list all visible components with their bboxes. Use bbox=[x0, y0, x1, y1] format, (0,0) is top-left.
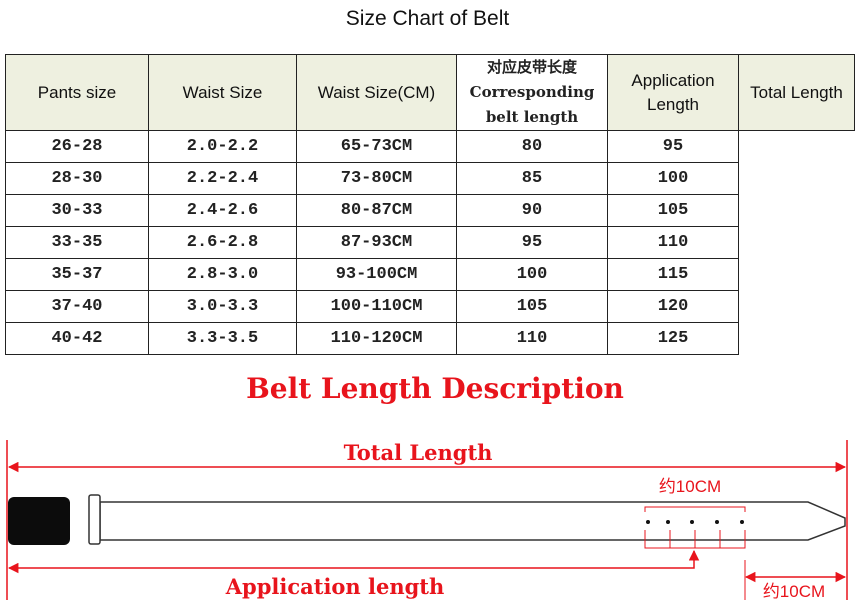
application-length-arrow bbox=[7, 549, 700, 574]
cell-total-length: 110 bbox=[607, 226, 739, 259]
note-en-2: belt length bbox=[485, 108, 579, 126]
application-length-label: Application length bbox=[225, 574, 445, 599]
cell-application-length: 90 bbox=[456, 194, 608, 227]
cell-application-length: 85 bbox=[456, 162, 608, 195]
cell-waist-size-cm: 65-73CM bbox=[296, 130, 457, 163]
cell-waist-size: 3.0-3.3 bbox=[148, 290, 297, 323]
table-row: 40-42 3.3-3.5 110-120CM 110 125 bbox=[5, 322, 855, 355]
belt-length-diagram: Belt Length Description Total Length 约10… bbox=[6, 372, 848, 601]
tip-length-label: 约10CM bbox=[763, 582, 825, 601]
header-application-length: Application Length bbox=[607, 54, 739, 131]
holes-bracket-top bbox=[644, 506, 746, 512]
cell-waist-size: 2.6-2.8 bbox=[148, 226, 297, 259]
cell-waist-size: 2.8-3.0 bbox=[148, 258, 297, 291]
size-chart-table: Pants size Waist Size Waist Size(CM) 对应皮… bbox=[5, 54, 855, 355]
cell-pants-size: 35-37 bbox=[5, 258, 149, 291]
cell-total-length: 100 bbox=[607, 162, 739, 195]
cell-application-length: 80 bbox=[456, 130, 608, 163]
holes-length-label: 约10CM bbox=[659, 477, 721, 496]
table-row: 35-37 2.8-3.0 93-100CM 100 115 bbox=[5, 258, 855, 291]
table-row: 26-28 2.0-2.2 65-73CM 80 95 bbox=[5, 130, 855, 163]
cell-pants-size: 37-40 bbox=[5, 290, 149, 323]
cell-waist-size-cm: 80-87CM bbox=[296, 194, 457, 227]
header-waist-size: Waist Size bbox=[148, 54, 297, 131]
page-title: Size Chart of Belt bbox=[345, 7, 510, 30]
belt-buckle bbox=[8, 497, 70, 545]
cell-pants-size: 30-33 bbox=[5, 194, 149, 227]
cell-waist-size-cm: 100-110CM bbox=[296, 290, 457, 323]
cell-total-length: 95 bbox=[607, 130, 739, 163]
corresponding-belt-length-note: 对应皮带长度 Corresponding belt length bbox=[456, 54, 608, 131]
cell-total-length: 105 bbox=[607, 194, 739, 227]
belt-loop bbox=[88, 494, 101, 545]
note-en-1: Corresponding bbox=[469, 83, 595, 101]
belt-holes bbox=[646, 520, 744, 524]
note-cn: 对应皮带长度 bbox=[486, 58, 577, 76]
header-total-length: Total Length bbox=[738, 54, 855, 131]
cell-pants-size: 33-35 bbox=[5, 226, 149, 259]
header-waist-size-cm: Waist Size(CM) bbox=[296, 54, 457, 131]
cell-waist-size-cm: 87-93CM bbox=[296, 226, 457, 259]
cell-waist-size: 3.3-3.5 bbox=[148, 322, 297, 355]
cell-pants-size: 28-30 bbox=[5, 162, 149, 195]
table-header-row: Pants size Waist Size Waist Size(CM) 对应皮… bbox=[5, 54, 855, 131]
diagram-title: Belt Length Description bbox=[246, 372, 624, 405]
cell-total-length: 115 bbox=[607, 258, 739, 291]
table-row: 30-33 2.4-2.6 80-87CM 90 105 bbox=[5, 194, 855, 227]
cell-application-length: 105 bbox=[456, 290, 608, 323]
cell-waist-size: 2.0-2.2 bbox=[148, 130, 297, 163]
cell-waist-size-cm: 73-80CM bbox=[296, 162, 457, 195]
cell-total-length: 125 bbox=[607, 322, 739, 355]
cell-waist-size: 2.4-2.6 bbox=[148, 194, 297, 227]
total-length-label: Total Length bbox=[344, 440, 493, 465]
cell-waist-size: 2.2-2.4 bbox=[148, 162, 297, 195]
cell-total-length: 120 bbox=[607, 290, 739, 323]
cell-pants-size: 40-42 bbox=[5, 322, 149, 355]
table-row: 37-40 3.0-3.3 100-110CM 105 120 bbox=[5, 290, 855, 323]
header-pants-size: Pants size bbox=[5, 54, 149, 131]
cell-application-length: 110 bbox=[456, 322, 608, 355]
cell-application-length: 100 bbox=[456, 258, 608, 291]
cell-pants-size: 26-28 bbox=[5, 130, 149, 163]
table-row: 28-30 2.2-2.4 73-80CM 85 100 bbox=[5, 162, 855, 195]
table-row: 33-35 2.6-2.8 87-93CM 95 110 bbox=[5, 226, 855, 259]
cell-waist-size-cm: 110-120CM bbox=[296, 322, 457, 355]
cell-application-length: 95 bbox=[456, 226, 608, 259]
holes-bracket-bottom bbox=[644, 530, 746, 549]
cell-waist-size-cm: 93-100CM bbox=[296, 258, 457, 291]
belt-strap bbox=[99, 501, 846, 541]
